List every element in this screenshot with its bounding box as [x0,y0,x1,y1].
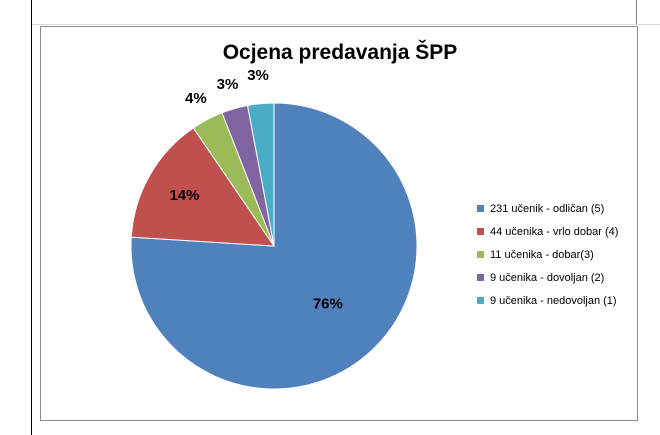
data-label-5: 3% [247,67,269,84]
legend-swatch [477,274,484,281]
legend-item-3: 11 učenika - dobar(3) [477,243,633,266]
legend-label: 9 učenika - dovoljan (2) [490,271,605,284]
pie-slice-2[interactable] [130,127,275,247]
legend-swatch [477,205,484,212]
page-corner-mark [636,0,637,24]
data-label-1: 76% [313,295,343,312]
legend-swatch [477,228,484,235]
legend-item-1: 231 učenik - odličan (5) [477,197,633,220]
pie-slice-1[interactable] [130,102,418,390]
legend-label: 11 učenika - dobar(3) [490,248,594,261]
legend-swatch [477,251,484,258]
pie-data-labels: 76% 14% 4% 3% 3% [169,67,342,312]
page-left-border [31,0,32,435]
legend-item-5: 9 učenika - nedovoljan (1) [477,289,633,312]
data-label-3: 4% [185,90,207,107]
pie-slice-5[interactable] [246,102,275,247]
data-label-2: 14% [169,187,199,204]
pie-chart[interactable]: 76% 14% 4% 3% 3% [41,27,639,422]
chart-title: Ocjena predavanja ŠPP [222,41,458,64]
page-top-border [31,24,660,25]
pie-slices [130,102,418,390]
legend-label: 44 učenika - vrlo dobar (4) [490,225,619,238]
chart-area[interactable]: Ocjena predavanja ŠPP 76% 14% 4% 3% 3% 231 u… [40,26,638,421]
legend-item-2: 44 učenika - vrlo dobar (4) [477,220,633,243]
legend-swatch [477,297,484,304]
legend-item-4: 9 učenika - dovoljan (2) [477,266,633,289]
chart-legend: 231 učenik - odličan (5) 44 učenika - vrl… [477,197,633,312]
legend-label: 231 učenik - odličan (5) [490,202,605,215]
data-label-4: 3% [217,76,239,93]
legend-label: 9 učenika - nedovoljan (1) [490,294,617,307]
